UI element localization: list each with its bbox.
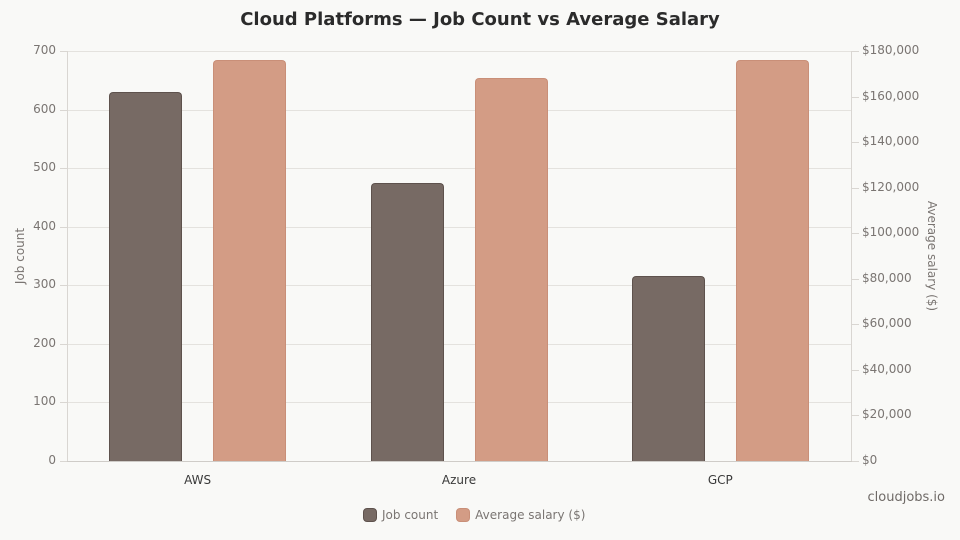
gridline <box>67 402 851 404</box>
bar-average-salary-azure[interactable] <box>474 78 548 461</box>
legend-label-average-salary: Average salary ($) <box>475 508 586 522</box>
right-tick-label: $40,000 <box>862 361 912 376</box>
left-tick-mark <box>60 109 67 111</box>
gridline <box>67 343 851 345</box>
bar-average-salary-aws[interactable] <box>213 60 287 461</box>
right-tick-label: $100,000 <box>862 225 920 240</box>
left-axis-title: Job count <box>13 227 27 285</box>
gridline <box>67 226 851 228</box>
right-tick-label: $120,000 <box>862 179 920 194</box>
right-tick-mark <box>852 187 859 189</box>
gridline <box>67 285 851 287</box>
left-tick-label: 0 <box>48 453 56 467</box>
gridline <box>67 51 851 52</box>
right-axis-title: Average salary ($) <box>925 200 939 312</box>
x-axis-baseline <box>67 461 852 462</box>
bar-average-salary-gcp[interactable] <box>735 60 809 461</box>
legend-swatch-job-count <box>363 508 377 522</box>
right-tick-label: $60,000 <box>862 316 912 331</box>
right-tick-mark <box>852 461 859 462</box>
right-tick-label: $0 <box>862 453 878 467</box>
left-tick-mark <box>60 51 67 52</box>
left-tick-label: 500 <box>33 160 56 175</box>
right-tick-label: $160,000 <box>862 88 920 103</box>
right-tick-label: $140,000 <box>862 134 920 149</box>
bar-job-count-gcp[interactable] <box>631 275 705 461</box>
legend-item-job-count[interactable]: Job count <box>363 508 438 522</box>
right-tick-mark <box>852 51 859 52</box>
left-tick-label: 400 <box>33 218 56 233</box>
left-tick-mark <box>60 402 67 404</box>
bar-job-count-azure[interactable] <box>370 183 444 461</box>
gridline <box>67 168 851 170</box>
x-label-azure: Azure <box>441 473 477 487</box>
left-tick-mark <box>60 461 67 462</box>
bar-job-count-aws[interactable] <box>109 92 183 461</box>
left-tick-mark <box>60 168 67 170</box>
right-axis-line <box>851 51 852 461</box>
right-tick-mark <box>852 278 859 280</box>
left-tick-label: 200 <box>33 335 56 350</box>
left-axis-line <box>67 51 68 461</box>
source-credit: cloudjobs.io <box>867 490 946 505</box>
left-tick-label: 300 <box>33 277 56 292</box>
right-tick-mark <box>852 324 859 326</box>
left-tick-mark <box>60 226 67 228</box>
left-tick-label: 700 <box>33 43 56 57</box>
left-tick-mark <box>60 343 67 345</box>
right-tick-label: $180,000 <box>862 43 920 57</box>
right-tick-mark <box>852 233 859 235</box>
left-tick-label: 100 <box>33 394 56 409</box>
right-tick-label: $20,000 <box>862 407 912 422</box>
legend-label-job-count: Job count <box>382 508 439 522</box>
right-tick-mark <box>852 96 859 98</box>
right-tick-label: $80,000 <box>862 270 912 285</box>
legend-swatch-average-salary <box>456 508 471 522</box>
right-tick-mark <box>852 415 859 417</box>
x-label-gcp: GCP <box>707 473 733 487</box>
legend-item-average-salary[interactable]: Average salary ($) <box>456 508 585 522</box>
gridline <box>67 109 851 111</box>
left-tick-label: 600 <box>33 101 56 116</box>
right-tick-mark <box>852 369 859 371</box>
x-label-aws: AWS <box>184 473 212 487</box>
right-tick-mark <box>852 142 859 144</box>
left-tick-mark <box>60 285 67 287</box>
legend: Job count Average salary ($) <box>363 508 603 522</box>
chart-title: Cloud Platforms — Job Count vs Average S… <box>240 9 720 30</box>
